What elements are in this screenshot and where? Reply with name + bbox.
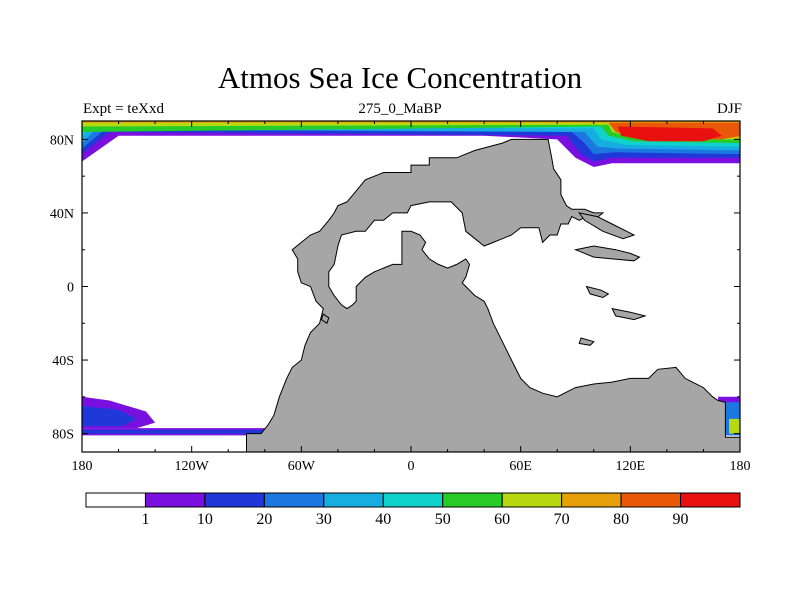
land-island-east-3 xyxy=(585,285,610,299)
colorbar-swatch xyxy=(204,492,265,508)
colorbar-swatch xyxy=(620,492,682,508)
map-axes: 180 120W 60W 0 60E 120E 180 80N 40N 0 40S 80S xyxy=(50,120,751,474)
land-island-east-4 xyxy=(611,307,647,321)
land-island-east-5 xyxy=(578,337,595,346)
x-tick-label: 180 xyxy=(730,459,751,474)
colorbar-swatch xyxy=(144,492,206,508)
colorbar-label: 70 xyxy=(554,511,570,528)
colorbar-label: 1 xyxy=(141,511,149,528)
colorbar-swatch xyxy=(263,492,325,508)
ice-ross-ice-10 xyxy=(82,406,137,427)
x-tick-label: 120E xyxy=(616,459,646,474)
y-tick-label: 80S xyxy=(52,428,74,443)
colorbar-swatch xyxy=(382,492,444,508)
colorbar-label: 80 xyxy=(613,511,629,528)
land-island-east-2 xyxy=(578,212,636,240)
y-tick-label: 40S xyxy=(52,354,74,369)
time-label: 275_0_MaBP xyxy=(358,101,442,117)
colorbar-label: 90 xyxy=(673,511,689,528)
experiment-label: Expt = teXxd xyxy=(83,101,164,117)
colorbar-swatch xyxy=(85,492,146,508)
x-tick-label: 60E xyxy=(509,459,532,474)
colorbar-label: 50 xyxy=(435,511,451,528)
colorbar-swatch xyxy=(442,492,503,508)
ice-south-ice-shelf-10 xyxy=(82,429,284,434)
colorbar-label: 40 xyxy=(375,511,391,528)
y-tick-label: 0 xyxy=(67,281,74,296)
land-island-east-1 xyxy=(573,245,641,262)
land-island-west xyxy=(320,313,330,325)
colorbar-label: 30 xyxy=(316,511,332,528)
ice-arctic-ice-60 xyxy=(82,121,740,140)
season-label: DJF xyxy=(716,101,742,117)
ice-east-pacific-ice-60 xyxy=(729,418,740,434)
colorbar: 1 10 20 30 40 50 60 70 80 90 xyxy=(85,492,741,528)
y-tick-label: 80N xyxy=(50,133,74,148)
colorbar-swatch xyxy=(323,492,384,508)
x-tick-label: 120W xyxy=(175,459,210,474)
colorbar-label: 60 xyxy=(494,511,510,528)
colorbar-swatch xyxy=(561,492,622,508)
x-tick-label: 60W xyxy=(288,459,316,474)
ice-arctic-ice-90 xyxy=(617,126,722,142)
y-tick-label: 40N xyxy=(50,207,74,222)
x-tick-label: 0 xyxy=(408,459,415,474)
colorbar-label: 10 xyxy=(197,511,213,528)
chart-title: Atmos Sea Ice Concentration xyxy=(217,60,583,95)
colorbar-label: 20 xyxy=(256,511,272,528)
colorbar-swatch xyxy=(680,492,741,508)
x-tick-label: 180 xyxy=(72,459,93,474)
colorbar-swatch xyxy=(501,492,563,508)
land-pangaea-north xyxy=(246,138,740,452)
ice-arctic-ice-50 xyxy=(82,121,740,144)
map-plot-area xyxy=(82,121,740,452)
ice-arctic-ice-40 xyxy=(82,121,740,147)
